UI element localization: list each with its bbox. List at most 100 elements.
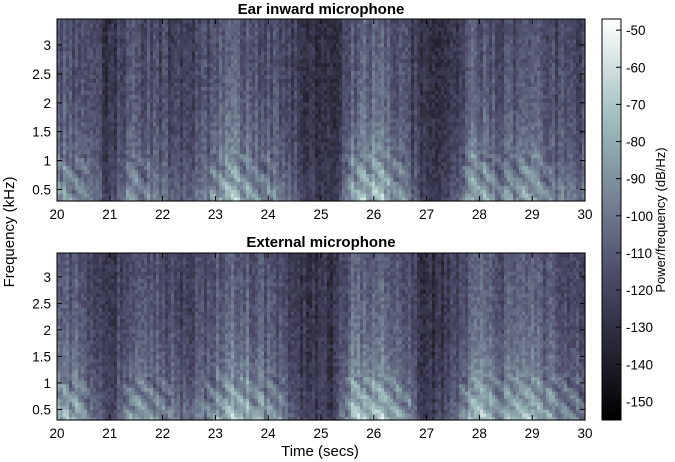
heatmap-cell — [99, 117, 103, 123]
heatmap-cell — [120, 46, 124, 52]
heatmap-cell — [87, 133, 91, 139]
heatmap-cell — [135, 66, 139, 72]
heatmap-cell — [117, 133, 121, 139]
heatmap-cell — [102, 54, 106, 60]
heatmap-cell — [126, 133, 130, 139]
heatmap-cell — [57, 54, 61, 60]
heatmap-cell — [147, 193, 151, 198]
heatmap-cell — [117, 94, 121, 99]
heatmap-cell — [141, 30, 145, 36]
heatmap-cell — [99, 74, 103, 79]
heatmap-cell — [135, 50, 139, 56]
heatmap-cell — [168, 62, 172, 68]
heatmap-cell — [141, 169, 145, 174]
heatmap-cell — [132, 38, 136, 44]
heatmap-cell — [60, 38, 64, 44]
heatmap-cell — [75, 94, 79, 99]
heatmap-cell — [63, 34, 67, 40]
heatmap-cell — [96, 58, 100, 64]
heatmap-cell — [114, 133, 118, 139]
heatmap-cell — [63, 42, 67, 48]
heatmap-cell — [99, 78, 103, 83]
heatmap-cell — [57, 66, 61, 72]
heatmap-cell — [141, 129, 145, 135]
heatmap-cell — [90, 113, 94, 119]
heatmap-cell — [159, 106, 163, 111]
heatmap-cell — [144, 157, 148, 163]
heatmap-cell — [105, 153, 109, 159]
heatmap-cell — [144, 102, 148, 107]
heatmap-cell — [72, 86, 76, 91]
heatmap-cell — [96, 94, 100, 99]
heatmap-cell — [81, 125, 85, 131]
heatmap-cell — [105, 173, 109, 178]
heatmap-cell — [168, 19, 172, 24]
heatmap-cell — [168, 185, 172, 190]
heatmap-cell — [96, 173, 100, 178]
heatmap-cell — [123, 66, 127, 72]
heatmap-cell — [93, 117, 97, 123]
heatmap-cell — [57, 173, 61, 178]
heatmap-cell — [156, 90, 160, 95]
heatmap-cell — [84, 106, 88, 111]
heatmap-cell — [111, 62, 115, 68]
heatmap-cell — [63, 98, 67, 103]
heatmap-cell — [87, 74, 91, 79]
heatmap-cell — [165, 153, 169, 159]
heatmap-cell — [126, 78, 130, 83]
heatmap-cell — [105, 193, 109, 198]
heatmap-cell — [147, 106, 151, 111]
heatmap-cell — [138, 113, 142, 119]
heatmap-cell — [138, 58, 142, 64]
heatmap-cell — [108, 58, 112, 64]
heatmap-cell — [108, 121, 112, 127]
heatmap-cell — [102, 94, 106, 99]
heatmap-cell — [93, 54, 97, 60]
heatmap-cell — [156, 46, 160, 52]
heatmap-cell — [90, 42, 94, 48]
heatmap-cell — [135, 30, 139, 36]
heatmap-cell — [114, 50, 118, 56]
heatmap-cell — [75, 153, 79, 159]
heatmap-cell — [153, 30, 157, 36]
heatmap-cell — [66, 46, 70, 52]
heatmap-cell — [129, 193, 133, 198]
heatmap-cell — [81, 110, 85, 115]
heatmap-cell — [96, 165, 100, 170]
heatmap-cell — [66, 141, 70, 147]
heatmap-cell — [126, 173, 130, 178]
heatmap-cell — [147, 82, 151, 87]
heatmap-cell — [147, 145, 151, 151]
heatmap-cell — [153, 173, 157, 178]
heatmap-cell — [129, 70, 133, 75]
heatmap-cell — [141, 137, 145, 143]
heatmap-cell — [90, 153, 94, 159]
heatmap-cell — [126, 177, 130, 182]
heatmap-cell — [75, 42, 79, 48]
heatmap-cell — [168, 54, 172, 60]
heatmap-cell — [156, 189, 160, 194]
heatmap-cell — [135, 117, 139, 123]
heatmap-cell — [147, 38, 151, 44]
heatmap-cell — [102, 62, 106, 68]
heatmap-cell — [99, 34, 103, 40]
heatmap-cell — [120, 165, 124, 170]
heatmap-cell — [69, 133, 73, 139]
heatmap-cell — [75, 26, 79, 32]
heatmap-cell — [147, 30, 151, 36]
heatmap-cell — [165, 54, 169, 60]
heatmap-cell — [126, 169, 130, 174]
heatmap-cell — [162, 74, 166, 79]
heatmap-cell — [147, 141, 151, 147]
heatmap-cell — [138, 149, 142, 155]
heatmap-cell — [69, 125, 73, 131]
heatmap-cell — [72, 90, 76, 95]
heatmap-cell — [165, 137, 169, 143]
heatmap-cell — [87, 106, 91, 111]
heatmap-cell — [168, 22, 172, 28]
heatmap-cell — [141, 149, 145, 155]
heatmap-cell — [57, 22, 61, 28]
heatmap-cell — [78, 173, 82, 178]
heatmap-cell — [105, 34, 109, 40]
